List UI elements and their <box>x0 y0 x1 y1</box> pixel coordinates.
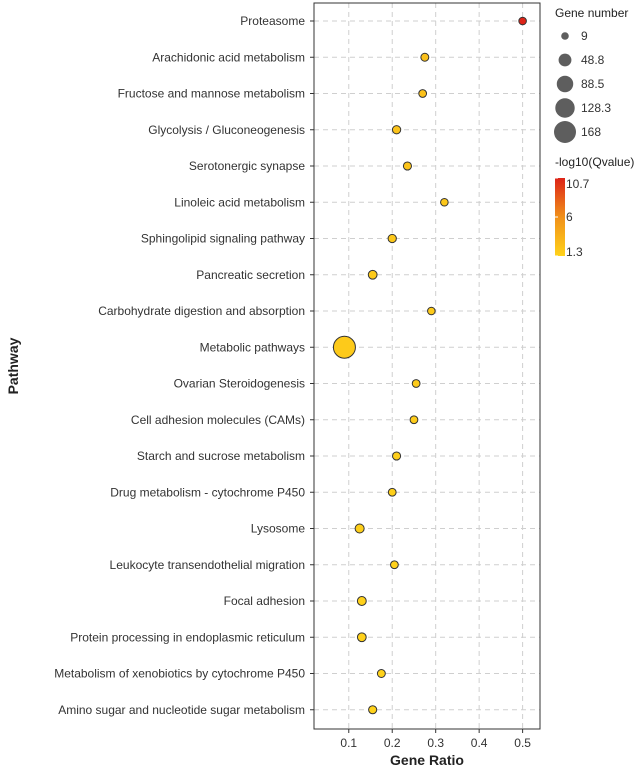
pathway-point <box>390 560 399 570</box>
pathway-point <box>376 669 386 678</box>
size-legend-label: 88.5 <box>581 77 605 91</box>
pathway-label: Protein processing in endoplasmic reticu… <box>70 630 305 644</box>
data-points <box>332 16 527 715</box>
pathway-point <box>368 705 378 715</box>
pathway-label: Glycolysis / Gluconeogenesis <box>148 123 305 137</box>
pathway-point <box>402 161 412 171</box>
x-tick-label: 0.1 <box>340 736 357 750</box>
size-legend-label: 9 <box>581 29 588 43</box>
size-legend-swatch <box>558 53 572 67</box>
x-tick-label: 0.3 <box>427 736 444 750</box>
pathway-label: Lysosome <box>251 522 306 536</box>
pathway-label: Pancreatic secretion <box>196 268 305 282</box>
pathway-point <box>356 632 367 643</box>
pathway-point <box>392 451 402 461</box>
pathway-point <box>418 89 428 98</box>
pathway-point <box>387 233 397 244</box>
pathway-label: Serotonergic synapse <box>189 159 305 173</box>
x-axis-ticks: 0.1 0.2 0.3 0.4 0.5 <box>340 729 531 750</box>
size-legend: Gene number 9 48.8 88.5 128.3 168 <box>554 6 628 143</box>
plot-panel-border <box>313 2 541 730</box>
color-legend-label: 10.7 <box>566 177 590 191</box>
pathway-label: Starch and sucrose metabolism <box>137 449 305 463</box>
pathway-point <box>409 415 419 425</box>
size-legend-swatch <box>561 32 569 40</box>
pathway-label: Cell adhesion molecules (CAMs) <box>131 413 305 427</box>
x-axis-title: Gene Ratio <box>390 752 464 768</box>
pathway-label: Carbohydrate digestion and absorption <box>98 304 305 318</box>
size-legend-label: 168 <box>581 125 601 139</box>
pathway-point <box>356 596 367 606</box>
x-tick-label: 0.4 <box>471 736 488 750</box>
pathway-point <box>518 16 527 26</box>
pathway-point <box>387 487 397 497</box>
pathway-point <box>427 306 436 316</box>
pathway-label: Arachidonic acid metabolism <box>152 50 305 64</box>
y-axis-ticks: Proteasome Arachidonic acid metabolism Fru… <box>54 14 314 717</box>
pathway-point <box>420 52 430 62</box>
pathway-label: Ovarian Steroidogenesis <box>174 377 305 391</box>
color-legend: -log10(Qvalue) 10.7 6 1.3 <box>555 155 634 259</box>
color-legend-label: 1.3 <box>566 245 583 259</box>
size-legend-label: 48.8 <box>581 53 605 67</box>
pathway-label: Proteasome <box>240 14 305 28</box>
grid-lines <box>314 3 540 729</box>
pathway-point <box>411 379 421 388</box>
pathway-label: Sphingolipid signaling pathway <box>141 232 305 246</box>
pathway-label: Linoleic acid metabolism <box>174 195 305 209</box>
y-axis-title: Pathway <box>5 337 21 394</box>
pathway-label: Metabolism of xenobiotics by cytochrome … <box>54 667 305 681</box>
color-legend-label: 6 <box>566 210 573 224</box>
size-legend-swatch <box>555 98 575 118</box>
pathway-label: Focal adhesion <box>224 594 305 608</box>
pathway-point <box>440 197 449 207</box>
pathway-label: Fructose and mannose metabolism <box>118 87 305 101</box>
size-legend-swatch <box>554 121 576 143</box>
size-legend-label: 128.3 <box>581 101 611 115</box>
pathway-point <box>354 523 365 534</box>
pathway-label: Amino sugar and nucleotide sugar metabol… <box>58 703 305 717</box>
pathway-point <box>391 125 402 135</box>
pathway-label: Drug metabolism - cytochrome P450 <box>110 485 305 499</box>
pathway-label: Metabolic pathways <box>200 340 305 354</box>
pathway-point <box>367 269 378 280</box>
color-legend-title: -log10(Qvalue) <box>555 155 634 169</box>
x-tick-label: 0.2 <box>384 736 401 750</box>
pathway-label: Leukocyte transendothelial migration <box>110 558 305 572</box>
color-legend-bar <box>555 178 565 256</box>
size-legend-title: Gene number <box>555 6 628 20</box>
x-tick-label: 0.5 <box>514 736 531 750</box>
size-legend-swatch <box>556 75 574 93</box>
pathway-point <box>332 335 356 359</box>
